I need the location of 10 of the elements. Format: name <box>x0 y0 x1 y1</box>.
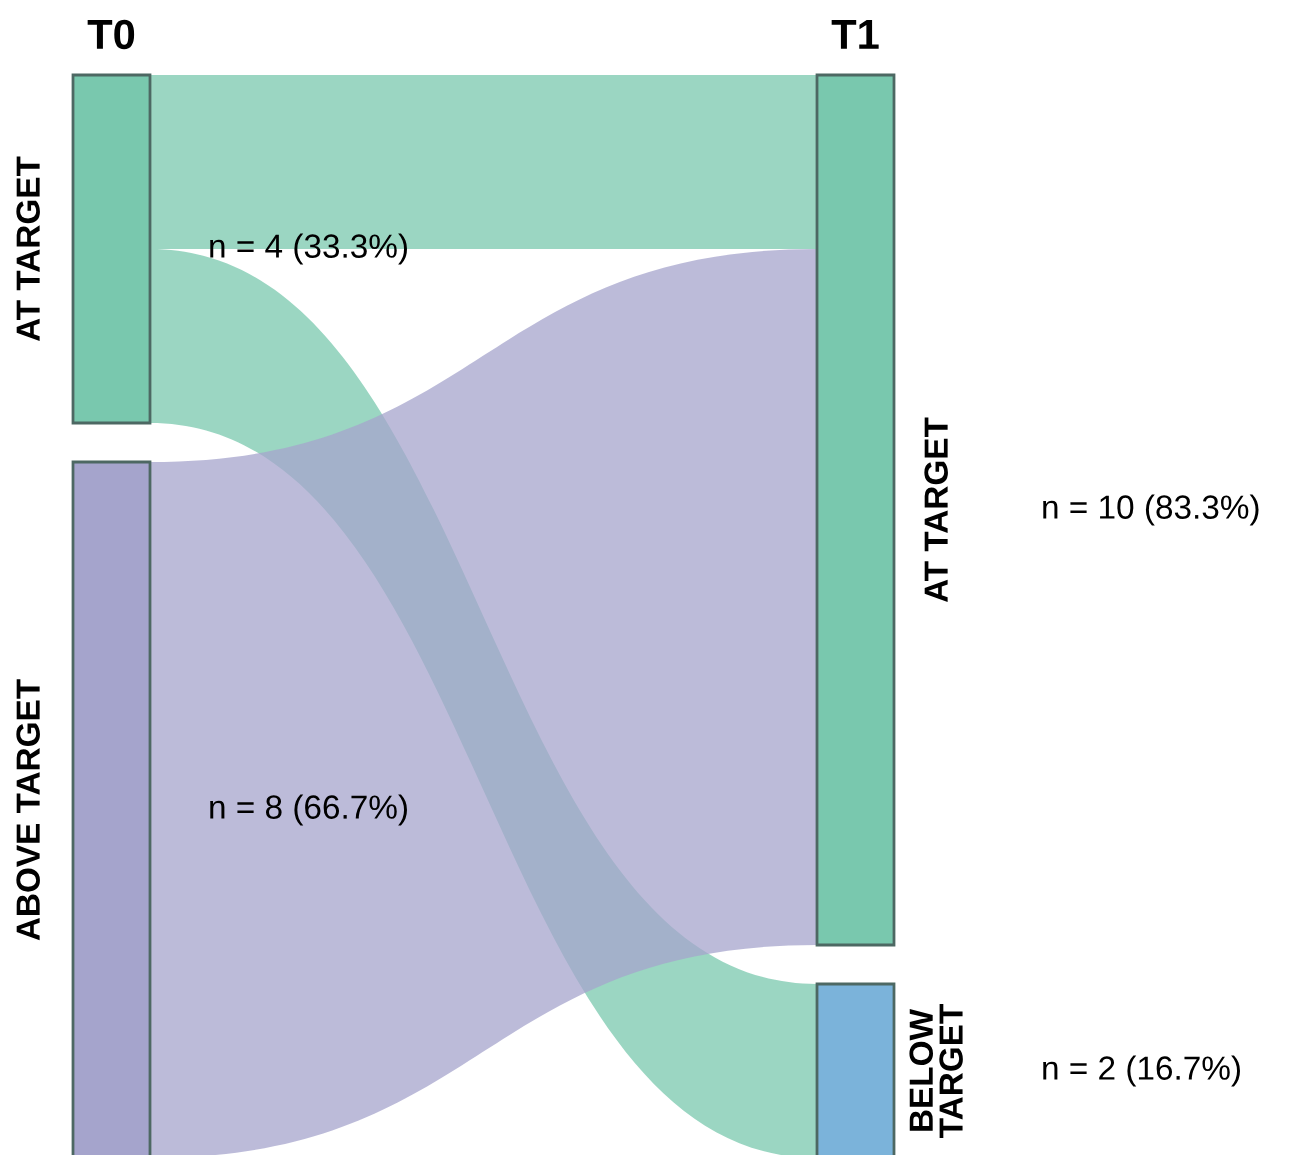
text: T1 <box>831 20 879 49</box>
category-label: AT TARGET <box>16 156 40 342</box>
text: T0 <box>87 19 135 50</box>
category-label: AT TARGET <box>924 417 948 603</box>
category-label: ABOVE TARGET <box>16 679 40 941</box>
category-label: BELOW TARGET <box>909 1004 963 1138</box>
data-label: n = 4 (33.3%) <box>210 233 407 265</box>
data-label: n = 8 (66.7%) <box>210 794 407 826</box>
data-label: n = 10 (83.3%) <box>1043 494 1259 526</box>
data-label: n = 2 (16.7%) <box>1043 1055 1240 1087</box>
